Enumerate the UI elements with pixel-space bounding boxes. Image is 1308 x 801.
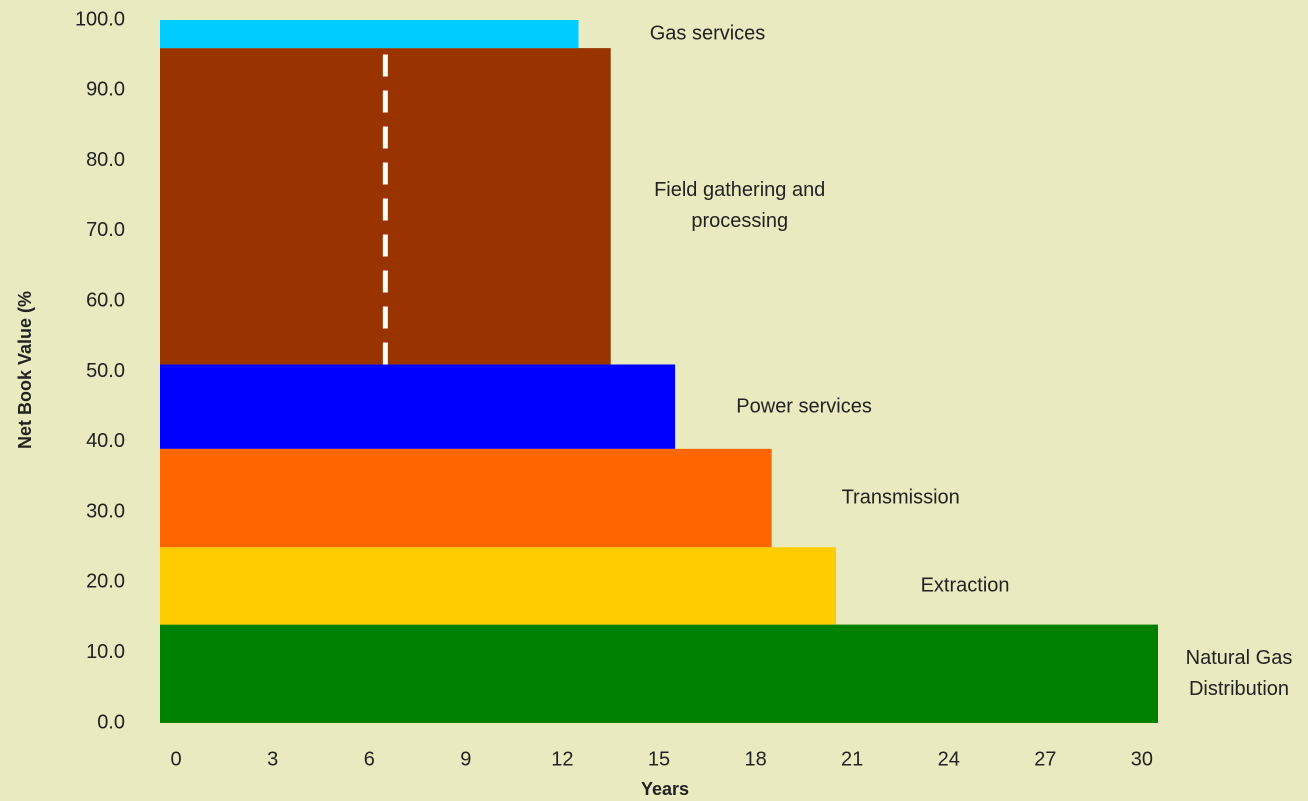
bar <box>160 547 837 625</box>
x-tick-label: 27 <box>1034 748 1056 770</box>
x-tick-label: 21 <box>841 748 863 770</box>
y-tick-label: 80.0 <box>86 149 125 171</box>
bar-label: Power services <box>736 395 872 418</box>
y-tick-label: 90.0 <box>86 79 125 101</box>
y-tick-label: 10.0 <box>86 641 125 663</box>
bar <box>160 624 1158 723</box>
bar-label: Gas services <box>649 22 766 45</box>
y-tick-label: 30.0 <box>86 500 125 522</box>
y-tick-label: 60.0 <box>86 289 125 311</box>
x-tick-label: 0 <box>171 748 182 770</box>
x-tick-label: 6 <box>364 748 375 770</box>
bar-label: Extraction <box>920 574 1010 597</box>
y-tick-label: 50.0 <box>86 360 125 382</box>
x-tick-label: 24 <box>938 748 960 770</box>
bar <box>160 20 579 49</box>
x-tick-label: 9 <box>460 748 471 770</box>
y-tick-label: 100.0 <box>75 8 125 30</box>
y-tick-label: 0.0 <box>97 711 125 733</box>
x-tick-label: 3 <box>267 748 278 770</box>
bar-label: Field gathering and processing <box>654 179 826 233</box>
x-axis-label: Years <box>641 779 689 799</box>
y-tick-label: 70.0 <box>86 219 125 241</box>
x-tick-label: 18 <box>744 748 766 770</box>
bar-label: Natural Gas Distribution <box>1185 646 1293 700</box>
x-tick-label: 30 <box>1131 748 1153 770</box>
bar <box>160 364 676 449</box>
bar-label: Transmission <box>841 486 960 509</box>
y-tick-label: 20.0 <box>86 571 125 593</box>
x-tick-label: 15 <box>648 748 670 770</box>
bar <box>160 448 772 548</box>
y-axis-label: Net Book Value (% <box>15 291 35 449</box>
y-tick-label: 40.0 <box>86 430 125 452</box>
x-tick-label: 12 <box>551 748 573 770</box>
